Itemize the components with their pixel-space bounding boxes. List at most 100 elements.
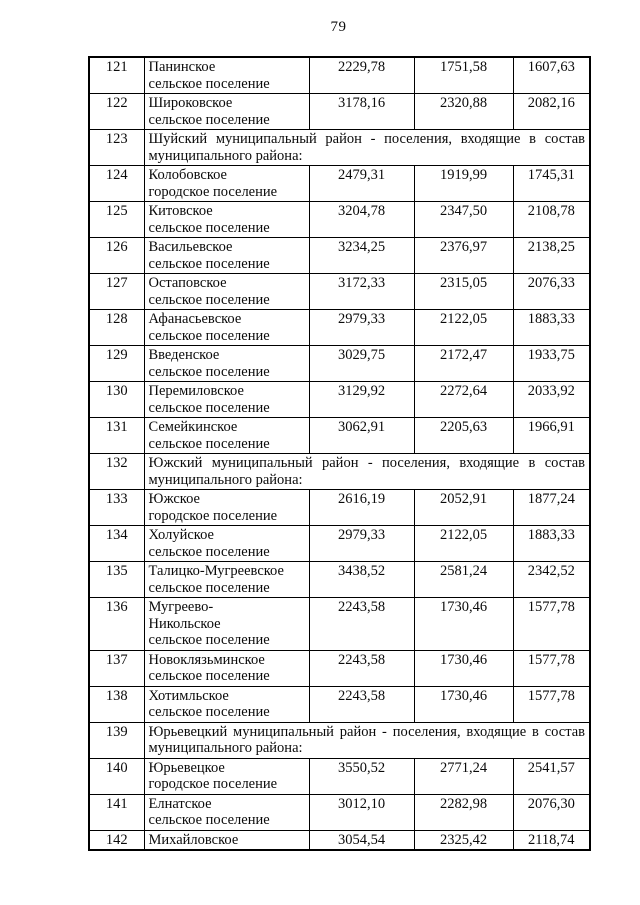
- settlement-name-cell: Елнатское сельское поселение: [143, 793, 310, 831]
- value-cell: 2033,92: [512, 381, 591, 418]
- value-cell: 2243,58: [308, 685, 415, 723]
- table-row: 122 Широковское сельское поселение 3178,16 2…: [88, 93, 591, 130]
- value-cell: 2541,57: [512, 757, 591, 795]
- row-number-cell: 138: [88, 685, 145, 723]
- value-cell: 3062,91: [308, 417, 415, 454]
- row-number-cell: 135: [88, 561, 145, 598]
- district-section-cell: Юрьевецкий муниципальный район - поселен…: [143, 721, 591, 759]
- table-row: 127 Остаповское сельское поселение 3172,33 2…: [88, 273, 591, 310]
- settlement-name-cell: Афанасьевское сельское поселение: [143, 309, 310, 346]
- row-number-cell: 126: [88, 237, 145, 274]
- value-cell: 2771,24: [413, 757, 514, 795]
- district-section-cell: Шуйский муниципальный район - поселения,…: [143, 129, 591, 166]
- value-cell: 3178,16: [308, 93, 415, 130]
- value-cell: 1883,33: [512, 309, 591, 346]
- table-row: 124 Колобовское городское поселение 2479,31…: [88, 165, 591, 202]
- value-cell: 3054,54: [308, 829, 415, 851]
- row-number-cell: 137: [88, 649, 145, 687]
- row-number-cell: 129: [88, 345, 145, 382]
- value-cell: 3172,33: [308, 273, 415, 310]
- value-cell: 2282,98: [413, 793, 514, 831]
- value-cell: 3234,25: [308, 237, 415, 274]
- table-row: 130 Перемиловское сельское поселение 3129,9…: [88, 381, 591, 418]
- row-number-cell: 142: [88, 829, 145, 851]
- value-cell: 2479,31: [308, 165, 415, 202]
- value-cell: 2315,05: [413, 273, 514, 310]
- value-cell: 1919,99: [413, 165, 514, 202]
- value-cell: 3550,52: [308, 757, 415, 795]
- value-cell: 2243,58: [308, 649, 415, 687]
- table-row: 132 Южский муниципальный район - поселени…: [88, 453, 591, 490]
- settlement-name-cell: Васильевское сельское поселение: [143, 237, 310, 274]
- settlement-name-cell: Широковское сельское поселение: [143, 93, 310, 130]
- value-cell: 2122,05: [413, 309, 514, 346]
- value-cell: 2376,97: [413, 237, 514, 274]
- settlement-name-cell: Талицко-Мугреевское сельское поселение: [143, 561, 310, 598]
- settlement-name-cell: Хотимльское сельское поселение: [143, 685, 310, 723]
- value-cell: 2122,05: [413, 525, 514, 562]
- row-number-cell: 141: [88, 793, 145, 831]
- settlement-name-cell: Холуйское сельское поселение: [143, 525, 310, 562]
- value-cell: 1577,78: [512, 685, 591, 723]
- value-cell: 2082,16: [512, 93, 591, 130]
- settlement-name-cell: Михайловское: [143, 829, 310, 851]
- settlement-name-cell: Юрьевецкое городское поселение: [143, 757, 310, 795]
- value-cell: 1730,46: [413, 597, 514, 651]
- row-number-cell: 132: [88, 453, 145, 490]
- value-cell: 1730,46: [413, 649, 514, 687]
- settlement-name-cell: Панинское сельское поселение: [143, 56, 310, 94]
- district-section-cell: Южский муниципальный район - поселения, …: [143, 453, 591, 490]
- table-row: 136 Мугреево- Никольское сельское поселение…: [88, 597, 591, 651]
- settlement-name-cell: Семейкинское сельское поселение: [143, 417, 310, 454]
- row-number-cell: 123: [88, 129, 145, 166]
- row-number-cell: 139: [88, 721, 145, 759]
- value-cell: 2347,50: [413, 201, 514, 238]
- settlement-name-cell: Мугреево- Никольское сельское поселение: [143, 597, 310, 651]
- value-cell: 2979,33: [308, 309, 415, 346]
- value-cell: 2108,78: [512, 201, 591, 238]
- value-cell: 2172,47: [413, 345, 514, 382]
- value-cell: 1577,78: [512, 649, 591, 687]
- row-number-cell: 136: [88, 597, 145, 651]
- value-cell: 1745,31: [512, 165, 591, 202]
- value-cell: 3029,75: [308, 345, 415, 382]
- table-row: 129 Введенское сельское поселение 3029,75 21…: [88, 345, 591, 382]
- row-number-cell: 140: [88, 757, 145, 795]
- settlement-name-cell: Колобовское городское поселение: [143, 165, 310, 202]
- value-cell: 2581,24: [413, 561, 514, 598]
- row-number-cell: 121: [88, 56, 145, 94]
- value-cell: 1730,46: [413, 685, 514, 723]
- row-number-cell: 128: [88, 309, 145, 346]
- table-row: 128 Афанасьевское сельское поселение 2979,3…: [88, 309, 591, 346]
- value-cell: 2205,63: [413, 417, 514, 454]
- row-number-cell: 130: [88, 381, 145, 418]
- table-row: 134 Холуйское сельское поселение 2979,33 212…: [88, 525, 591, 562]
- value-cell: 2076,30: [512, 793, 591, 831]
- settlement-name-cell: Остаповское сельское поселение: [143, 273, 310, 310]
- value-cell: 1607,63: [512, 56, 591, 94]
- value-cell: 2616,19: [308, 489, 415, 526]
- settlement-name-cell: Китовское сельское поселение: [143, 201, 310, 238]
- value-cell: 2325,42: [413, 829, 514, 851]
- settlement-name-cell: Введенское сельское поселение: [143, 345, 310, 382]
- value-cell: 2138,25: [512, 237, 591, 274]
- row-number-cell: 127: [88, 273, 145, 310]
- value-cell: 2342,52: [512, 561, 591, 598]
- value-cell: 3129,92: [308, 381, 415, 418]
- table-row: 137 Новоклязьминское сельское поселение 224…: [88, 649, 591, 687]
- table-row: 141 Елнатское сельское поселение 3012,10 228…: [88, 793, 591, 831]
- table-row: 138 Хотимльское сельское поселение 2243,58 1…: [88, 685, 591, 723]
- value-cell: 1933,75: [512, 345, 591, 382]
- row-number-cell: 133: [88, 489, 145, 526]
- value-cell: 1751,58: [413, 56, 514, 94]
- value-cell: 2320,88: [413, 93, 514, 130]
- table-row: 135 Талицко-Мугреевское сельское поселение…: [88, 561, 591, 598]
- settlement-name-cell: Новоклязьминское сельское поселение: [143, 649, 310, 687]
- row-number-cell: 124: [88, 165, 145, 202]
- value-cell: 2052,91: [413, 489, 514, 526]
- settlement-name-cell: Перемиловское сельское поселение: [143, 381, 310, 418]
- table-row: 131 Семейкинское сельское поселение 3062,91…: [88, 417, 591, 454]
- value-cell: 2979,33: [308, 525, 415, 562]
- value-cell: 3012,10: [308, 793, 415, 831]
- table-row: 142 Михайловское 3054,54 2325,42 2118,74: [88, 829, 591, 851]
